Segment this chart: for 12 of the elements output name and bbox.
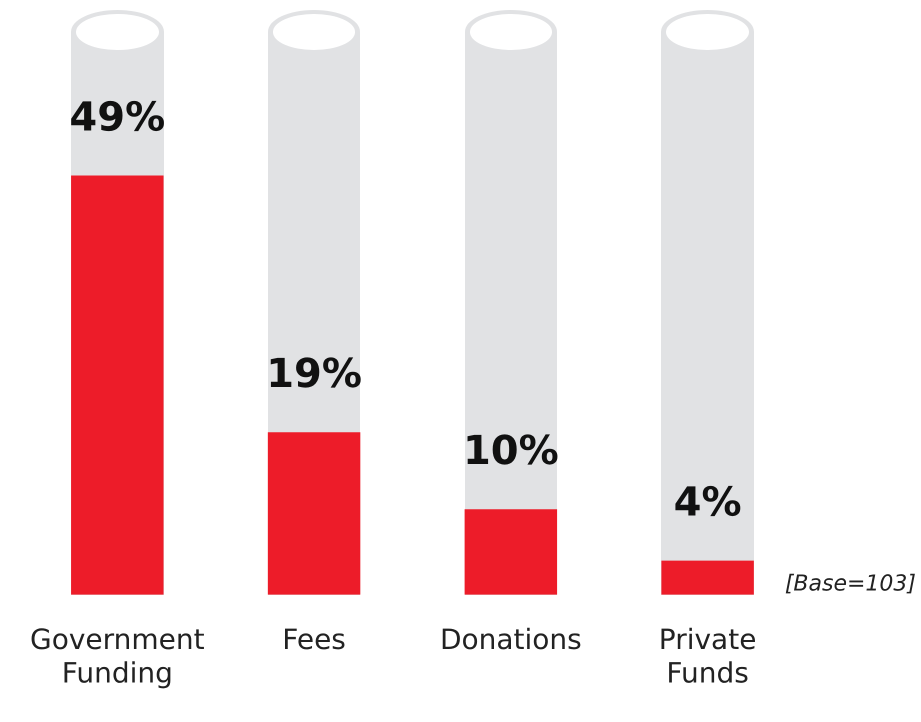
data-label: 19% (266, 351, 362, 398)
bar (464, 509, 558, 595)
data-label: 49% (69, 94, 166, 141)
x-tick-label: Government Funding (30, 622, 205, 690)
x-tick-label: Fees (282, 622, 346, 656)
data-label: 10% (462, 428, 559, 474)
data-label: 4% (674, 480, 742, 526)
bar (268, 432, 360, 595)
x-tick-label: Private Funds (658, 622, 756, 690)
annotation: [Base=103] (784, 572, 916, 597)
bar (661, 560, 754, 595)
x-tick-label: Donations (440, 622, 582, 656)
